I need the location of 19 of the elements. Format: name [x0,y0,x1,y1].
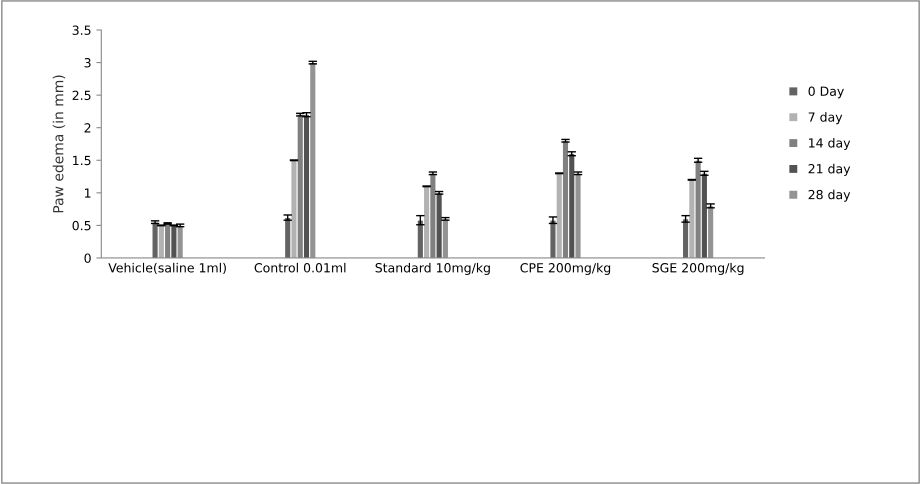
legend-label: 0 Day [808,86,844,98]
legend-label: 14 day [809,138,850,150]
x-tick-label: Control 0.01ml [254,262,346,273]
legend-label: 21 day [808,164,850,176]
x-tick-label: CPE 200mg/kg [520,262,610,275]
y-tick-label: 1.5 [73,156,90,166]
y-tick-label: 2.5 [72,90,90,100]
y-tick-label: 1 [85,188,90,198]
y-axis-title: Paw edema (in mm) [52,75,66,212]
x-tick-label: Standard 10mg/kg [376,262,490,275]
legend-label: 7 day [808,112,842,124]
y-tick-label: 3 [84,58,91,68]
x-tick-label: Vehicle(saline 1ml) [108,262,226,274]
x-tick-label: SGE 200mg/kg [652,262,744,275]
y-tick-label: 2 [84,123,90,132]
y-tick-label: 3.5 [72,25,90,35]
y-tick-label: 0 [84,253,91,263]
y-tick-label: 0.5 [72,220,90,230]
legend-label: 28 day [808,190,850,202]
